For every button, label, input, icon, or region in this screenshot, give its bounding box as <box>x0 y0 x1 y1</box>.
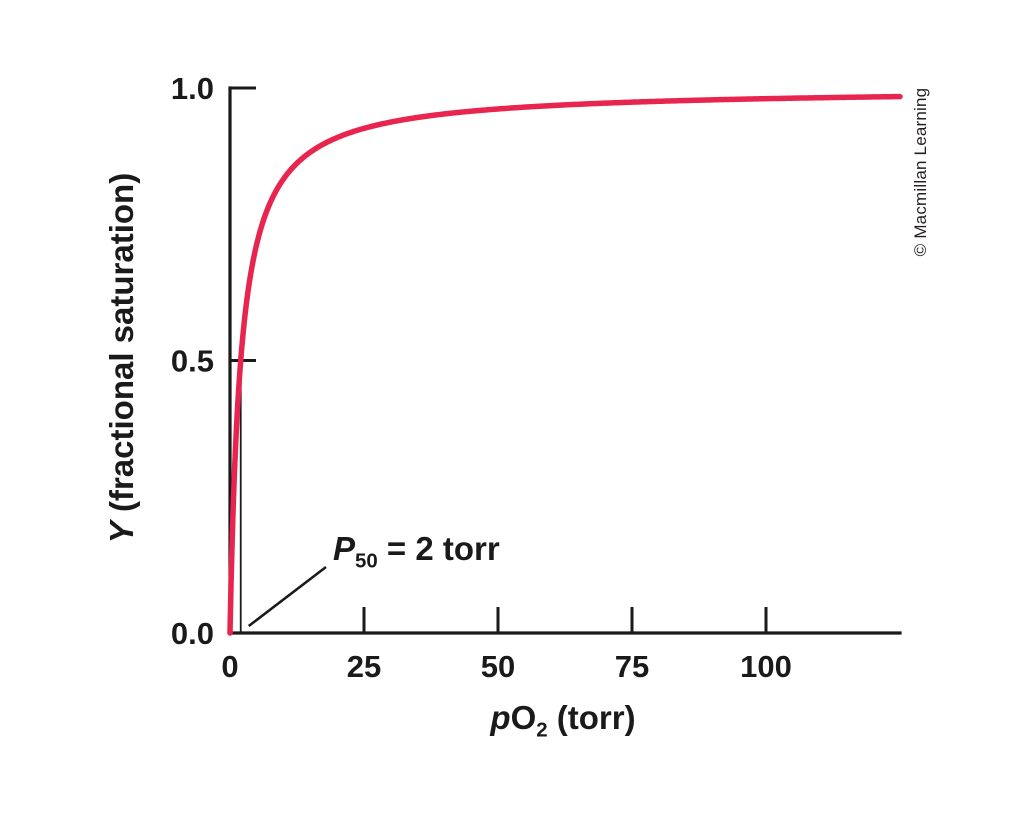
p50-annotation-subscript: 50 <box>355 549 378 573</box>
y-axis-label: Y (fractional saturation) <box>103 173 141 543</box>
p50-pointer-line <box>247 565 327 628</box>
x-axis-symbol: O <box>510 699 537 736</box>
y-tick-label: 1.0 <box>171 71 214 106</box>
copyright-credit: © Macmillan Learning <box>911 87 930 257</box>
y-axis-variable: Y <box>103 521 140 544</box>
p50-annotation-variable: P <box>333 530 356 567</box>
y-tick-label: 0.0 <box>171 616 214 651</box>
axes <box>228 86 902 635</box>
x-tick-label: 75 <box>615 649 649 684</box>
x-axis-subscript: 2 <box>536 718 548 742</box>
p50-annotation: P50 = 2 torr <box>333 530 500 571</box>
x-axis-variable: p <box>490 699 511 736</box>
binding-curve <box>227 93 903 636</box>
x-tick-label: 100 <box>740 649 792 684</box>
x-tick-label: 25 <box>347 649 381 684</box>
x-axis-label: pO2 (torr) <box>490 699 636 740</box>
x-axis-unit: (torr) <box>547 699 636 736</box>
y-axis-label-text: (fractional saturation) <box>103 172 140 522</box>
x-tick-label: 0 <box>221 649 238 684</box>
x-tick-label: 50 <box>481 649 515 684</box>
p50-annotation-value: = 2 torr <box>377 530 500 567</box>
y-tick-label: 0.5 <box>171 344 214 379</box>
